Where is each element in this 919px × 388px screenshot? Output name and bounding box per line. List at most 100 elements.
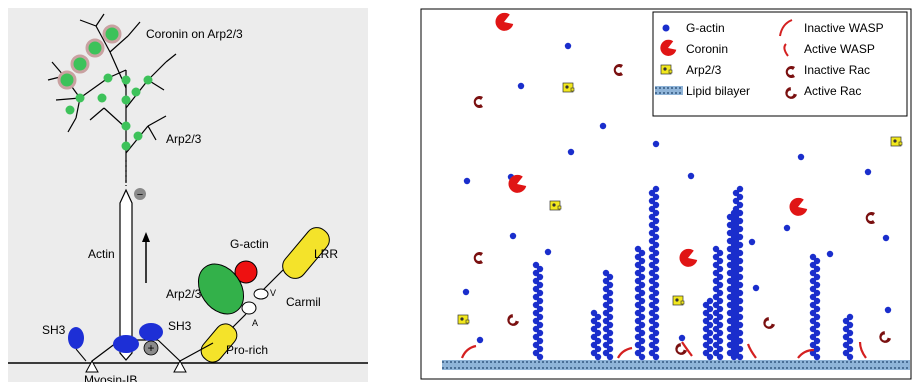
filament-bead [536,305,544,313]
filament-bead [606,329,614,337]
filament-bead [716,297,724,305]
filament-bead [652,329,660,337]
filament-bead [536,289,544,297]
filament-bead [648,293,656,301]
filament-bead [726,245,734,253]
filament-bead [648,325,656,333]
filament-bead [652,337,660,345]
filament-bead [602,325,610,333]
filament-bead [813,273,821,281]
pro-rich-domain [200,323,238,363]
filament-bead [652,281,660,289]
filament-bead [638,353,646,361]
filament-bead [652,273,660,281]
filament-bead [648,221,656,229]
filament-bead [702,317,710,325]
g-actin-circle [234,260,258,284]
filament-bead [532,277,540,285]
filament-bead [716,249,724,257]
filament-bead [532,309,540,317]
filament-bead [706,329,714,337]
filament-bead [634,277,642,285]
filament-bead [648,317,656,325]
filament-bead [634,293,642,301]
filament-bead [594,321,602,329]
filament-bead [732,349,740,357]
filament-bead [648,301,656,309]
filament-bead [716,313,724,321]
filament-bead [726,237,734,245]
filament-bead [590,349,598,357]
right-diagram: G-actin Coronin Arp2/3 Lipid bilayer Ina… [420,8,912,380]
g-actin-icon [662,24,670,32]
filament-bead [732,317,740,325]
label-arp23-top: Arp2/3 [166,132,202,146]
filament-bead [648,333,656,341]
filament-bead [652,265,660,273]
filament-bead [536,353,544,361]
filament-bead [590,309,598,317]
filament-bead [652,193,660,201]
filament-bead [638,345,646,353]
filament-bead [652,305,660,313]
filament-bead [712,269,720,277]
filament-bead [716,265,724,273]
filament-bead [712,253,720,261]
filament-bead [809,285,817,293]
lrr-domain [282,227,330,279]
filament-bead [716,337,724,345]
filament-bead [846,353,854,361]
filament-bead [736,281,744,289]
filament-bead [732,205,740,213]
filament-bead [536,273,544,281]
filament-bead [606,321,614,329]
filament-bead [702,309,710,317]
filament-bead [716,273,724,281]
legend-label-inactive-wasp: Inactive WASP [804,21,884,35]
filament-bead [726,277,734,285]
filament-bead [736,329,744,337]
filament-bead [809,349,817,357]
filament-bead [602,341,610,349]
label-g-actin: G-actin [230,237,269,251]
filament-bead [813,297,821,305]
filament-bead [736,225,744,233]
filament-bead [736,273,744,281]
label-v: V [270,288,276,298]
filament-bead [846,337,854,345]
filament-bead [602,269,610,277]
label-myosin-ib: Myosin-IB [84,373,137,382]
filament-bead [736,337,744,345]
filament-bead [726,325,734,333]
filament-bead [606,289,614,297]
filament-bead [634,285,642,293]
myosin-tail [179,342,214,362]
filament-bead [813,353,821,361]
filament-bead [736,249,744,257]
lipid-bilayer [442,360,910,370]
filament-bead [726,333,734,341]
sh3-left-domain [68,327,84,349]
filament-bead [726,285,734,293]
filament-bead [536,297,544,305]
filament-bead [702,333,710,341]
filament-bead [648,285,656,293]
inactive-wasp-icon [779,19,793,37]
filament-bead [602,349,610,357]
filament-bead [638,297,646,305]
filament-bead [732,277,740,285]
filament-bead [590,333,598,341]
filament-bead [638,337,646,345]
filament-bead [652,241,660,249]
filament-bead [594,345,602,353]
filament-bead [846,345,854,353]
filament-bead [712,293,720,301]
filament-bead [606,345,614,353]
filament-bead [732,253,740,261]
filament-bead [809,293,817,301]
arp23-icon [660,64,673,75]
filament-bead [736,297,744,305]
plus-end-marker [143,340,159,356]
filament-bead [634,349,642,357]
filament-bead [536,265,544,273]
